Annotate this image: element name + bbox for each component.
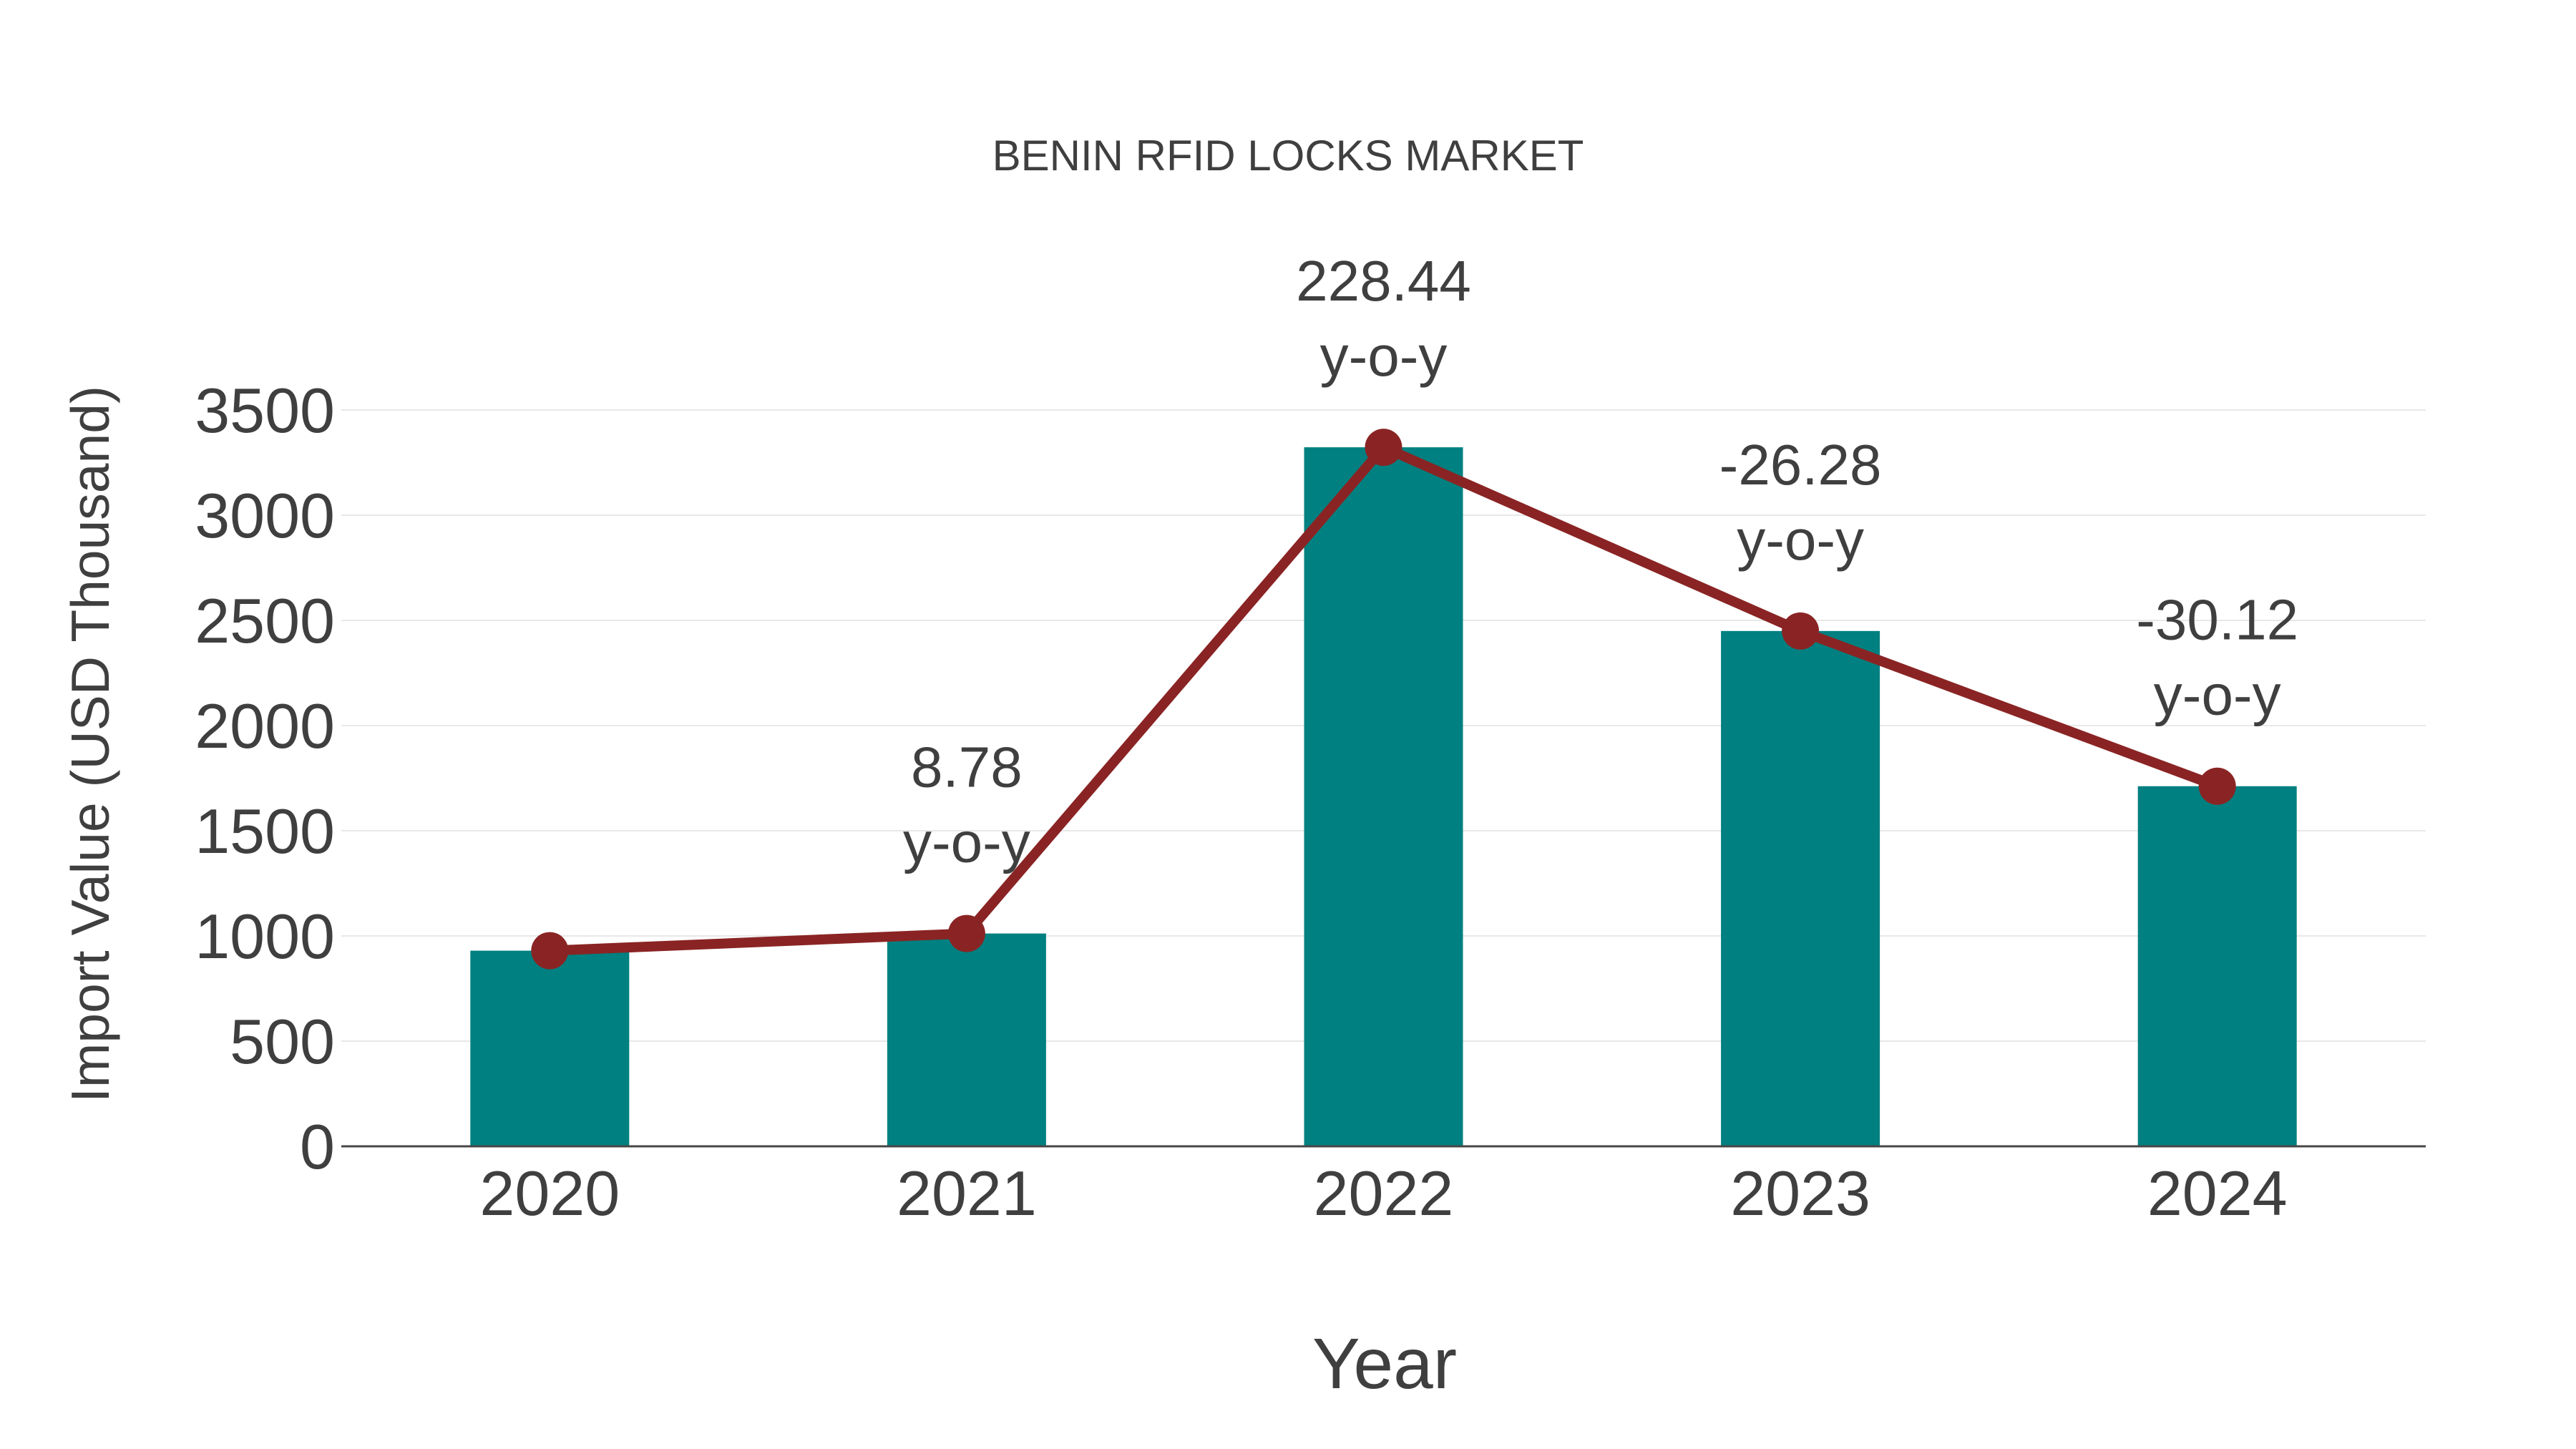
annotations: 8.78 y-o-y 228.44 y-o-y -26.28 y-o-y -30.12 y-o… <box>903 249 2298 874</box>
annotation-suffix: y-o-y <box>1320 324 1448 388</box>
trend-marker-2023 <box>1782 612 1820 650</box>
bar-2020 <box>470 950 630 1146</box>
x-tick-label: 2023 <box>1730 1158 1870 1229</box>
trend-marker-2024 <box>2198 767 2236 805</box>
x-tick-labels: 2020 2021 2022 2023 2024 <box>479 1158 2287 1229</box>
annotation-suffix: y-o-y <box>903 811 1030 874</box>
bar-2023 <box>1721 630 1880 1146</box>
chart-title: BENIN RFID LOCKS MARKET <box>992 132 1584 180</box>
x-tick-label: 2021 <box>897 1158 1037 1229</box>
y-tick-label: 2000 <box>195 691 335 761</box>
y-axis-title: Import Value (USD Thousand) <box>60 386 120 1103</box>
annotation-value: -30.12 <box>2136 588 2298 652</box>
annotation-value: 228.44 <box>1296 249 1471 313</box>
bar-2022 <box>1304 447 1463 1146</box>
y-tick-label: 0 <box>300 1111 335 1182</box>
x-tick-label: 2020 <box>479 1158 620 1229</box>
x-tick-label: 2022 <box>1314 1158 1454 1229</box>
y-tick-label: 2500 <box>195 585 335 656</box>
y-tick-label: 1000 <box>195 901 335 972</box>
x-axis-title: Year <box>1312 1324 1457 1404</box>
trend-line <box>531 429 2236 970</box>
bar-2021 <box>887 933 1046 1146</box>
y-tick-label: 1500 <box>195 796 335 867</box>
trend-marker-2020 <box>531 932 569 970</box>
annotation-suffix: y-o-y <box>2154 663 2281 727</box>
annotation-value: 8.78 <box>911 736 1023 799</box>
bar-2024 <box>2137 786 2297 1146</box>
trend-marker-2022 <box>1365 429 1402 467</box>
y-tick-label: 500 <box>230 1006 335 1077</box>
bars <box>470 447 2297 1146</box>
y-tick-label: 3000 <box>195 480 335 551</box>
y-tick-labels: 0 500 1000 1500 2000 2500 3000 3500 <box>195 375 335 1182</box>
y-tick-label: 3500 <box>195 375 335 446</box>
annotation-value: -26.28 <box>1719 433 1882 497</box>
x-tick-label: 2024 <box>2147 1158 2288 1229</box>
trend-marker-2021 <box>947 914 985 952</box>
annotation-suffix: y-o-y <box>1737 508 1864 572</box>
